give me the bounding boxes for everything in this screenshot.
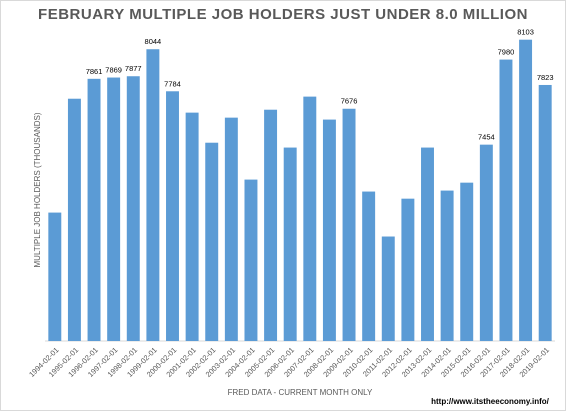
data-label: 7861	[86, 67, 103, 76]
data-label: 7980	[498, 48, 515, 57]
bar	[381, 236, 395, 341]
bar	[421, 147, 434, 341]
bar	[303, 96, 317, 341]
bar	[460, 182, 474, 341]
bar	[322, 119, 336, 341]
data-label: 7823	[537, 73, 554, 82]
bar	[224, 117, 238, 342]
bar	[264, 109, 278, 341]
chart-title: FEBRUARY MULTIPLE JOB HOLDERS JUST UNDER…	[38, 6, 528, 23]
bar	[146, 49, 160, 341]
bar	[87, 78, 101, 341]
bar	[48, 212, 62, 341]
bar	[440, 190, 454, 341]
data-label: 7784	[164, 79, 181, 88]
x-axis-label: FRED DATA - CURRENT MONTH ONLY	[228, 388, 373, 397]
bar	[185, 112, 199, 341]
bar	[244, 179, 258, 341]
data-label: 7869	[105, 66, 122, 75]
bar	[401, 198, 415, 341]
bar	[342, 108, 356, 341]
bar	[479, 144, 493, 341]
bar	[67, 98, 81, 341]
data-label: 7454	[478, 133, 495, 142]
bar	[362, 191, 376, 341]
data-label: 7676	[341, 97, 358, 106]
bar	[283, 147, 297, 341]
bar	[538, 84, 552, 342]
data-label: 8103	[517, 28, 534, 37]
bar	[107, 77, 121, 342]
bar	[126, 76, 140, 342]
y-axis-label: MULTIPLE JOB HOLDERS (THOUSANDS)	[33, 112, 42, 267]
bar	[166, 91, 179, 341]
source: http://www.itstheeconomy.info/	[431, 397, 550, 406]
bar	[205, 142, 219, 341]
bar	[519, 39, 533, 342]
bar	[499, 59, 513, 341]
data-label: 7877	[125, 64, 142, 73]
data-label: 8044	[145, 37, 162, 46]
